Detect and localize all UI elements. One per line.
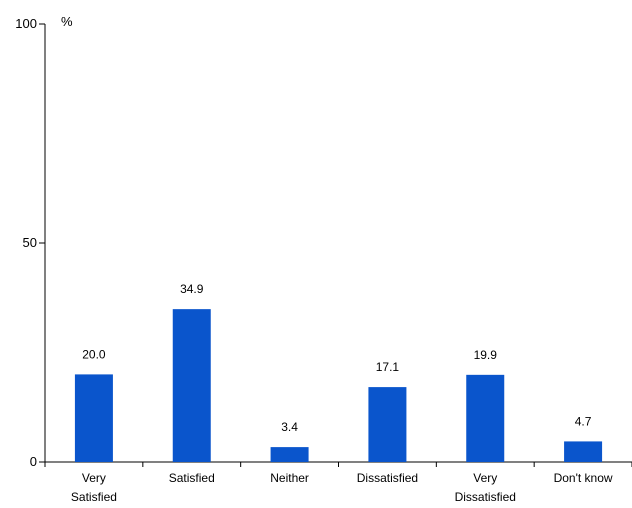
value-label: 34.9 [180,282,204,296]
x-tick-label: Dissatisfied [357,471,418,485]
y-tick-label: 100 [15,16,37,31]
value-label: 17.1 [376,360,400,374]
bar [466,374,505,462]
x-tick-label: Neither [270,471,309,485]
bar [74,374,113,462]
x-tick-label: Satisfied [169,471,215,485]
y-unit-label: % [61,14,73,29]
bar [564,441,603,462]
x-tick-label: Satisfied [71,490,117,504]
value-label: 3.4 [281,420,298,434]
bar [368,387,407,462]
x-tick-label: Very [473,471,497,485]
value-label: 19.9 [474,348,498,362]
value-label: 20.0 [82,347,106,361]
x-tick-label: Don't know [554,471,613,485]
x-tick-label: Very [82,471,106,485]
bar [270,447,309,462]
bar [172,309,211,462]
y-tick-label: 0 [30,454,37,469]
x-tick-label: Dissatisfied [455,490,516,504]
value-label: 4.7 [575,414,592,428]
y-tick-label: 50 [23,235,37,250]
